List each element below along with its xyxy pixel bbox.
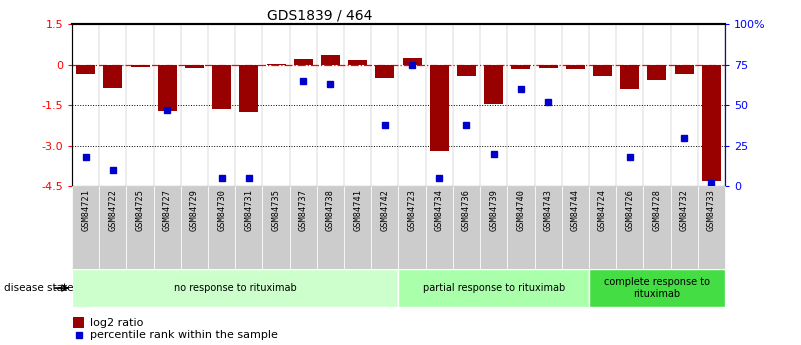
Bar (589, 186, 616, 269)
Bar (403, 58, 421, 65)
Text: GSM84733: GSM84733 (706, 189, 716, 231)
Bar (398, 186, 425, 269)
Bar (158, 65, 177, 111)
Bar (294, 59, 313, 65)
Bar (534, 186, 562, 269)
Bar (72, 186, 99, 269)
Text: GSM84722: GSM84722 (108, 189, 118, 231)
Bar (702, 65, 721, 181)
Text: GSM84721: GSM84721 (81, 189, 91, 231)
Text: GSM84730: GSM84730 (217, 189, 226, 231)
Text: percentile rank within the sample: percentile rank within the sample (91, 331, 278, 341)
Text: GSM84723: GSM84723 (408, 189, 417, 231)
Text: GSM84729: GSM84729 (190, 189, 199, 231)
Bar (484, 65, 503, 104)
Text: GSM84728: GSM84728 (652, 189, 662, 231)
Bar (154, 186, 181, 269)
Text: GSM84727: GSM84727 (163, 189, 171, 231)
Bar (372, 186, 398, 269)
Text: GSM84726: GSM84726 (626, 189, 634, 231)
Bar (398, 269, 589, 307)
Bar (593, 65, 612, 76)
Text: no response to rituximab: no response to rituximab (174, 283, 296, 293)
Bar (74, 317, 84, 328)
Text: GSM84735: GSM84735 (272, 189, 280, 231)
Text: GSM84738: GSM84738 (326, 189, 335, 231)
Bar (131, 65, 150, 67)
Text: GSM84744: GSM84744 (571, 189, 580, 231)
Bar (538, 65, 557, 68)
Bar (643, 186, 670, 269)
Bar (348, 60, 367, 65)
Bar (103, 65, 123, 88)
Bar (239, 65, 259, 112)
Bar (181, 186, 208, 269)
Text: disease state: disease state (4, 283, 74, 293)
Bar (267, 64, 286, 65)
Bar (72, 269, 398, 307)
Bar (589, 269, 725, 307)
Bar (647, 65, 666, 80)
Bar (453, 186, 480, 269)
Bar (263, 186, 290, 269)
Bar (208, 186, 235, 269)
Bar (290, 186, 317, 269)
Bar (698, 186, 725, 269)
Bar (457, 65, 476, 76)
Text: GSM84736: GSM84736 (462, 189, 471, 231)
Bar (620, 65, 639, 89)
Bar (670, 186, 698, 269)
Bar (344, 186, 372, 269)
Title: GDS1839 / 464: GDS1839 / 464 (268, 9, 372, 23)
Text: GSM84742: GSM84742 (380, 189, 389, 231)
Text: GSM84731: GSM84731 (244, 189, 253, 231)
Bar (317, 186, 344, 269)
Text: complete response to
rituximab: complete response to rituximab (604, 277, 710, 299)
Text: partial response to rituximab: partial response to rituximab (423, 283, 565, 293)
Bar (127, 186, 154, 269)
Bar (507, 186, 534, 269)
Bar (616, 186, 643, 269)
Bar (511, 65, 530, 69)
Bar (321, 55, 340, 65)
Text: GSM84737: GSM84737 (299, 189, 308, 231)
Text: GSM84732: GSM84732 (679, 189, 689, 231)
Bar (235, 186, 263, 269)
Text: GSM84734: GSM84734 (435, 189, 444, 231)
Text: log2 ratio: log2 ratio (91, 317, 143, 327)
Text: GSM84741: GSM84741 (353, 189, 362, 231)
Text: GSM84724: GSM84724 (598, 189, 607, 231)
Bar (674, 65, 694, 74)
Text: GSM84740: GSM84740 (517, 189, 525, 231)
Bar (425, 186, 453, 269)
Bar (562, 186, 589, 269)
Bar (185, 65, 204, 68)
Text: GSM84743: GSM84743 (544, 189, 553, 231)
Bar (99, 186, 127, 269)
Text: GSM84725: GSM84725 (135, 189, 145, 231)
Bar (212, 65, 231, 109)
Bar (566, 65, 585, 69)
Bar (76, 65, 95, 74)
Bar (430, 65, 449, 151)
Bar (480, 186, 507, 269)
Text: GSM84739: GSM84739 (489, 189, 498, 231)
Bar (376, 65, 394, 78)
